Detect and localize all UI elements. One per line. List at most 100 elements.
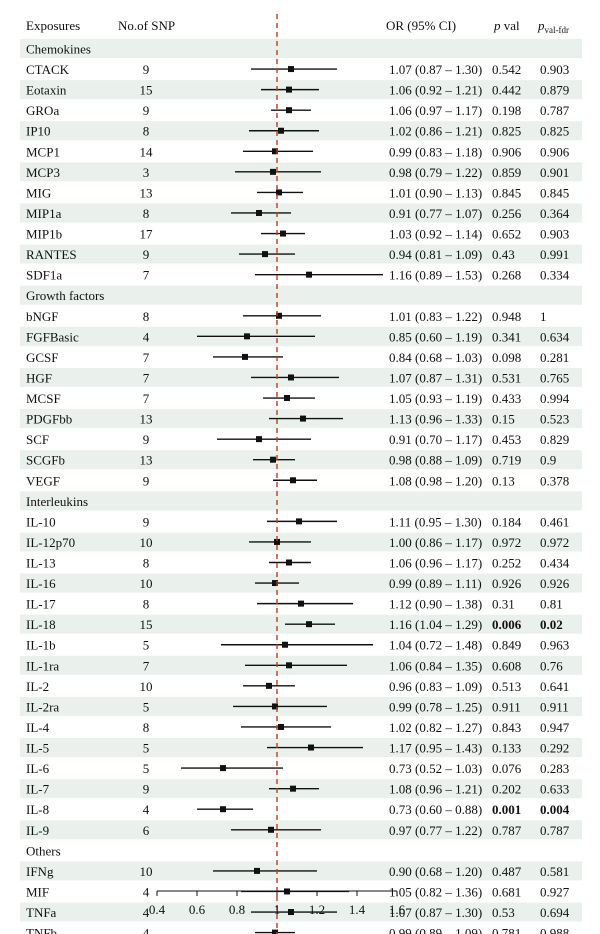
- or-ci-value: 1.06 (0.96 – 1.17): [389, 556, 482, 571]
- table-row: IL-2 10 0.96 (0.83 – 1.09) 0.513 0.641: [26, 679, 569, 694]
- x-tick-label: 1.6: [389, 902, 406, 917]
- nsnp-value: 13: [140, 185, 153, 200]
- or-ci-value: 1.05 (0.82 – 1.36): [389, 884, 482, 899]
- header-nsnp: No.of SNP: [118, 18, 175, 33]
- header-or-ci: OR (95% CI): [386, 18, 456, 33]
- p-fdr-value: 0.903: [540, 227, 569, 242]
- p-fdr-value: 0.76: [540, 658, 563, 673]
- p-fdr-value: 1: [540, 309, 547, 324]
- p-fdr-value: 0.364: [540, 206, 570, 221]
- or-point: [272, 929, 278, 934]
- nsnp-value: 17: [140, 227, 154, 242]
- nsnp-value: 15: [140, 617, 153, 632]
- or-point: [262, 251, 268, 258]
- or-ci-value: 0.97 (0.77 – 1.22): [389, 823, 482, 838]
- nsnp-value: 8: [143, 124, 150, 139]
- table-row: MIF 4 1.05 (0.82 – 1.36) 0.681 0.927: [26, 884, 570, 899]
- p-value: 0.911: [492, 699, 521, 714]
- p-fdr-value: 0.523: [540, 412, 569, 427]
- or-point: [296, 518, 302, 525]
- p-value: 0.906: [492, 144, 522, 159]
- or-point: [288, 66, 294, 73]
- nsnp-value: 4: [143, 802, 150, 817]
- nsnp-value: 10: [140, 679, 153, 694]
- p-value: 0.31: [492, 597, 515, 612]
- p-fdr-value: 0.994: [540, 391, 570, 406]
- nsnp-value: 5: [143, 699, 150, 714]
- or-ci-value: 1.16 (1.04 – 1.29): [389, 617, 482, 632]
- p-fdr-value: 0.947: [540, 720, 570, 735]
- table-row: IL-6 5 0.73 (0.52 – 1.03) 0.076 0.283: [26, 761, 569, 776]
- p-value: 0.268: [492, 268, 521, 283]
- p-fdr-value: 0.283: [540, 761, 569, 776]
- p-fdr-value: 0.825: [540, 124, 569, 139]
- or-point: [220, 806, 226, 813]
- or-point: [284, 395, 290, 402]
- table-row: IL-10 9 1.11 (0.95 – 1.30) 0.184 0.461: [26, 514, 569, 529]
- table-row: RANTES 9 0.94 (0.81 – 1.09) 0.43 0.991: [26, 247, 569, 262]
- exposure-label: IL-5: [26, 741, 49, 756]
- nsnp-value: 7: [143, 268, 150, 283]
- x-axis: 0.4 0.6 0.8 1 1.2 1.4 1.6: [149, 890, 406, 917]
- table-row: IL-4 8 1.02 (0.82 – 1.27) 0.843 0.947: [26, 720, 570, 735]
- table-row: MCP3 3 0.98 (0.79 – 1.22) 0.859 0.901: [26, 165, 569, 180]
- p-fdr-value: 0.911: [540, 699, 569, 714]
- nsnp-value: 3: [143, 165, 150, 180]
- p-fdr-value: 0.972: [540, 535, 569, 550]
- p-value: 0.531: [492, 370, 521, 385]
- table-row: TNFa 4 1.07 (0.87 – 1.30) 0.53 0.694: [26, 905, 570, 920]
- exposure-label: HGF: [26, 370, 52, 385]
- p-fdr-value: 0.927: [540, 884, 570, 899]
- or-point: [298, 600, 304, 607]
- column-headers: Exposures No.of SNP OR (95% CI) p val pv…: [26, 18, 569, 35]
- exposure-label: IL-4: [26, 720, 50, 735]
- table-row: VEGF 9 1.08 (0.98 – 1.20) 0.13 0.378: [26, 473, 569, 488]
- p-value: 0.006: [492, 617, 522, 632]
- p-fdr-value: 0.641: [540, 679, 569, 694]
- exposure-label: TNFa: [26, 905, 57, 920]
- group-heading: Chemokines: [26, 42, 91, 57]
- exposure-label: GCSF: [26, 350, 59, 365]
- nsnp-value: 6: [143, 823, 150, 838]
- nsnp-value: 7: [143, 370, 150, 385]
- or-ci-value: 0.91 (0.70 – 1.17): [389, 432, 482, 447]
- or-point: [278, 127, 284, 134]
- or-point: [286, 662, 292, 669]
- table-row: IL-1ra 7 1.06 (0.84 – 1.35) 0.608 0.76: [26, 658, 563, 673]
- table-row: IL-12p70 10 1.00 (0.86 – 1.17) 0.972 0.972: [26, 535, 569, 550]
- or-ci-value: 1.13 (0.96 – 1.33): [389, 412, 482, 427]
- header-p-suffix: val: [501, 18, 521, 33]
- nsnp-value: 4: [143, 329, 150, 344]
- or-ci-value: 0.99 (0.89 – 1.09): [389, 926, 482, 934]
- p-fdr-value: 0.694: [540, 905, 570, 920]
- exposure-label: VEGF: [26, 473, 60, 488]
- exposure-label: bNGF: [26, 309, 59, 324]
- or-point: [272, 148, 278, 155]
- or-ci-value: 0.98 (0.79 – 1.22): [389, 165, 482, 180]
- exposure-label: RANTES: [26, 247, 77, 262]
- header-exposures: Exposures: [26, 18, 80, 33]
- nsnp-value: 9: [143, 103, 150, 118]
- exposure-label: IL-17: [26, 597, 56, 612]
- table-row: IL-9 6 0.97 (0.77 – 1.22) 0.787 0.787: [26, 823, 570, 838]
- table-row: IL-8 4 0.73 (0.60 – 0.88) 0.001 0.004: [26, 802, 570, 817]
- p-fdr-value: 0.879: [540, 83, 569, 98]
- table-row: IFNg 10 0.90 (0.68 – 1.20) 0.487 0.581: [26, 864, 569, 879]
- nsnp-value: 9: [143, 247, 150, 262]
- p-value: 0.542: [492, 62, 521, 77]
- p-fdr-value: 0.906: [540, 144, 570, 159]
- p-fdr-value: 0.787: [540, 823, 570, 838]
- or-point: [268, 826, 274, 833]
- p-value: 0.133: [492, 741, 521, 756]
- or-ci-value: 0.73 (0.52 – 1.03): [389, 761, 482, 776]
- or-ci-value: 0.96 (0.83 – 1.09): [389, 679, 482, 694]
- or-ci-value: 1.07 (0.87 – 1.30): [389, 905, 482, 920]
- nsnp-value: 8: [143, 597, 150, 612]
- exposure-label: IL-2: [26, 679, 49, 694]
- p-fdr-value: 0.9: [540, 453, 556, 468]
- exposure-label: IL-1b: [26, 638, 56, 653]
- or-point: [286, 107, 292, 114]
- or-ci-value: 1.12 (0.90 – 1.38): [389, 597, 482, 612]
- nsnp-value: 9: [143, 473, 150, 488]
- p-fdr-value: 0.461: [540, 514, 569, 529]
